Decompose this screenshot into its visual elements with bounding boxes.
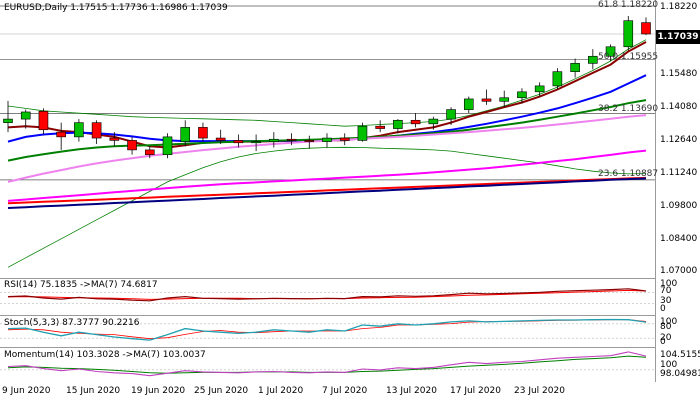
date-axis-label: 23 Jul 2020	[514, 386, 565, 396]
bullish-candle	[20, 111, 31, 120]
bearish-candle	[91, 122, 102, 139]
bullish-candle	[428, 118, 439, 125]
price-axis-label: 1.14080	[660, 102, 698, 112]
bullish-candle	[3, 118, 13, 123]
date-axis-label: 25 Jun 2020	[194, 386, 249, 396]
stoch-axis-label: 20	[660, 333, 672, 343]
bearish-candle	[339, 137, 350, 141]
bullish-candle	[180, 127, 191, 142]
fib-level-label: 50.0 1.15955	[598, 52, 659, 62]
bearish-candle	[56, 131, 66, 138]
chart-title: EURUSD,Daily 1.17515 1.17736 1.16986 1.1…	[4, 3, 228, 13]
price-axis-label: 1.18220	[660, 2, 698, 12]
moving-average-line	[7, 176, 647, 205]
price-axis-label: 1.08400	[660, 234, 698, 244]
stoch-axis-label: 0	[660, 337, 666, 347]
bullish-candle	[605, 46, 616, 57]
bearish-candle	[109, 137, 120, 141]
bearish-candle	[641, 22, 651, 35]
stoch-axis-label: 80	[660, 322, 672, 332]
panel-divider	[0, 347, 655, 348]
panel-divider	[0, 315, 655, 316]
bullish-candle	[623, 20, 634, 48]
moving-average-line	[7, 149, 647, 202]
moving-average-line	[7, 177, 647, 209]
price-axis-label: 1.09800	[660, 201, 698, 211]
bearish-candle	[127, 140, 137, 151]
bullish-candle	[517, 91, 527, 99]
bearish-candle	[375, 125, 385, 129]
momentum-title: Momentum(14) 103.3028 ->MA(7) 103.0037	[4, 350, 206, 360]
date-axis-label: 17 Jul 2020	[450, 386, 501, 396]
panel-divider	[0, 278, 655, 279]
current-price-badge: 1.17039	[656, 30, 700, 44]
fib-level-label: 23.6 1.10887	[598, 169, 659, 179]
bullish-candle	[499, 97, 510, 102]
bearish-candle	[198, 127, 208, 139]
date-axis-label: 13 Jul 2020	[386, 386, 437, 396]
bearish-candle	[410, 119, 421, 125]
stoch-axis-label: 100	[660, 317, 678, 327]
bullish-candle	[393, 119, 403, 129]
bearish-candle	[233, 140, 244, 144]
bearish-candle	[304, 140, 315, 142]
bullish-candle	[534, 85, 545, 93]
moving-average-line	[7, 41, 647, 149]
momentum-line	[7, 351, 647, 377]
momentum-axis-label: 100	[660, 360, 678, 370]
date-axis-label: 15 Jun 2020	[66, 386, 121, 396]
price-axis-line	[655, 0, 656, 382]
rsi-line	[7, 288, 647, 302]
rsi-axis-label: 0	[660, 304, 666, 314]
bullish-candle	[446, 109, 456, 120]
bullish-candle	[74, 122, 84, 138]
momentum-axis-label: 98.04981	[660, 369, 700, 379]
date-axis-label: 7 Jul 2020	[322, 386, 368, 396]
bullish-candle	[357, 125, 368, 141]
bearish-candle	[144, 149, 155, 155]
rsi-axis-label: 70	[660, 286, 672, 296]
moving-average-line	[7, 74, 647, 143]
stoch-title: Stoch(5,3,3) 87.3777 90.2216	[4, 318, 140, 328]
stoch-main-line	[7, 318, 647, 341]
fib-level-label: 61.8 1.18220	[598, 0, 659, 10]
price-axis-label: 1.07000	[660, 266, 698, 276]
bearish-candle	[481, 98, 492, 102]
bullish-candle	[463, 98, 474, 110]
bullish-candle	[588, 55, 598, 64]
fib-level-label: 38.2 1.13690	[598, 104, 659, 114]
bullish-candle	[162, 136, 173, 155]
bullish-candle	[251, 141, 261, 144]
bullish-candle	[552, 71, 563, 87]
rsi-title: RSI(14) 75.1835 ->MA(7) 74.6817	[4, 280, 158, 290]
bearish-candle	[215, 137, 226, 141]
bollinger-lower-line	[7, 146, 647, 268]
price-axis-label: 1.15480	[660, 69, 698, 79]
date-axis-label: 1 Jul 2020	[258, 386, 304, 396]
bullish-candle	[570, 63, 580, 72]
price-axis-label: 1.12640	[660, 135, 698, 145]
price-axis-label: 1.11240	[660, 168, 698, 178]
momentum-axis-label: 104.5155	[660, 350, 700, 360]
rsi-axis-label: 100	[660, 279, 678, 289]
bearish-candle	[286, 138, 297, 141]
bearish-candle	[38, 110, 49, 131]
rsi-axis-label: 30	[660, 296, 672, 306]
bullish-candle	[269, 138, 279, 142]
date-axis-label: 19 Jun 2020	[131, 386, 186, 396]
bullish-candle	[322, 137, 332, 142]
date-axis-label: 9 Jun 2020	[2, 386, 51, 396]
